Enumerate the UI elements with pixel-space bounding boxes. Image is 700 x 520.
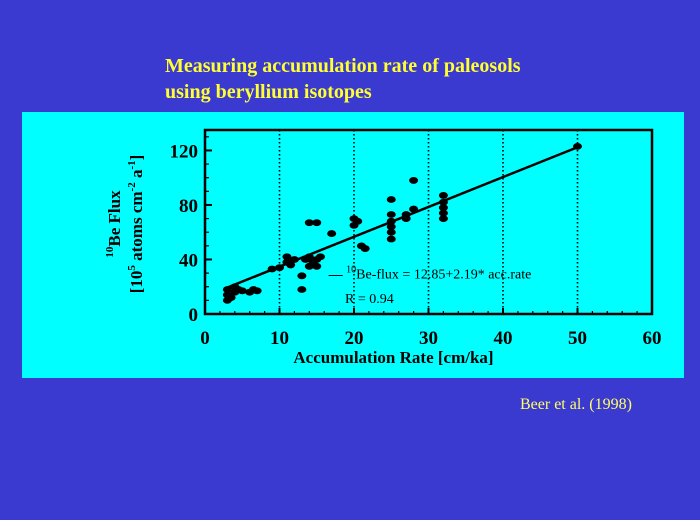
x-tick-label-0: 0	[200, 328, 210, 349]
chart-panel: 0 10 20 30 40 50 60 0 40 80 120 — 10Be-flux = 12.8…	[22, 112, 684, 378]
equation-superscript: 10	[346, 265, 356, 276]
x-axis-label: Accumulation Rate [cm/ka]	[293, 348, 493, 367]
data-point	[438, 192, 448, 199]
data-point	[386, 235, 396, 243]
data-point	[297, 286, 307, 293]
data-point	[267, 265, 277, 273]
slide-title: Measuring accumulation rate of paleosols…	[165, 53, 521, 105]
citation: Beer et al. (1998)	[520, 396, 632, 413]
data-point	[386, 228, 396, 236]
y-axis-label-superscript: 10	[104, 246, 116, 258]
point-layer	[222, 142, 582, 304]
data-point	[252, 287, 262, 295]
data-point	[438, 215, 448, 222]
data-point	[438, 209, 448, 217]
y-tick-label-80: 80	[179, 196, 198, 217]
data-point	[289, 256, 299, 263]
slide-title-line-2: using beryllium isotopes	[165, 81, 372, 103]
y-unit-part-4: ]	[127, 155, 146, 161]
y-axis-label-line-2: [105 atoms cm-2 a-1]	[126, 155, 146, 294]
data-point	[386, 223, 396, 231]
y-unit-part-2: atoms cm	[127, 191, 146, 265]
grid-layer	[278, 130, 579, 314]
data-point	[275, 264, 284, 272]
slide-title-line-1: Measuring accumulation rate of paleosols	[165, 55, 521, 77]
x-tick-label-50: 50	[568, 328, 587, 349]
y-unit-part-1: [10	[127, 271, 146, 294]
y-tick-label-120: 120	[170, 141, 199, 162]
data-point	[386, 211, 396, 218]
data-point	[282, 253, 292, 261]
data-point	[315, 253, 325, 261]
data-point	[312, 262, 322, 270]
data-point	[222, 286, 232, 293]
data-point	[386, 196, 396, 203]
y-unit-sup-1: 5	[126, 265, 138, 271]
x-tick-label-10: 10	[270, 328, 289, 349]
data-point	[304, 219, 314, 227]
data-point	[312, 219, 322, 227]
data-point	[573, 142, 582, 150]
y-tick-label-0: 0	[189, 305, 199, 326]
y-unit-part-3: a	[127, 169, 146, 182]
data-point	[409, 205, 419, 213]
data-point	[237, 287, 247, 295]
x-tick-label-20: 20	[345, 328, 364, 349]
correlation-label: R = 0.94	[345, 292, 394, 307]
data-point	[386, 217, 396, 225]
data-point	[297, 272, 307, 280]
y-tick-label-40: 40	[179, 250, 198, 271]
data-point	[327, 230, 337, 237]
x-tick-label-30: 30	[419, 328, 438, 349]
x-tick-label-40: 40	[494, 328, 513, 349]
y-axis-label-text: Be Flux	[105, 190, 124, 247]
data-point	[226, 294, 236, 302]
data-point	[353, 217, 363, 225]
y-axis-label-line-1: 10Be Flux	[104, 190, 124, 258]
equation-dash: —	[328, 268, 347, 283]
equation-text: Be-flux = 12.85+2.19* acc.rate	[356, 268, 531, 283]
y-unit-sup-3: -1	[126, 160, 138, 169]
data-point	[401, 211, 411, 218]
x-tick-label-60: 60	[643, 328, 662, 349]
data-point	[438, 204, 448, 212]
data-point	[360, 245, 370, 252]
y-unit-sup-2: -2	[126, 182, 138, 192]
data-point	[286, 261, 296, 269]
tick-layer: 0 10 20 30 40 50 60 0 40 80 120	[170, 136, 662, 349]
data-point	[438, 198, 448, 206]
data-point	[304, 253, 314, 261]
regression-equation: — 10Be-flux = 12.85+2.19* acc.rate	[328, 265, 532, 283]
data-point	[409, 177, 419, 184]
